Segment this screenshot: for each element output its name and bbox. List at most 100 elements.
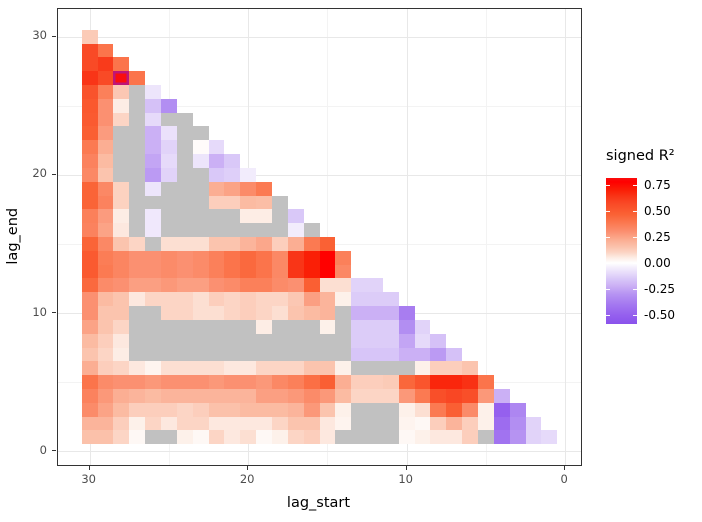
- heatmap-tile-na: [129, 334, 145, 348]
- heatmap-tile-na: [240, 223, 256, 237]
- legend-tick-mark: [606, 237, 610, 238]
- legend-tick-mark: [633, 289, 637, 290]
- heatmap-tile-na: [129, 99, 145, 113]
- heatmap-tile: [98, 223, 113, 237]
- heatmap-tile-na: [177, 209, 193, 223]
- heatmap-tile-na: [145, 306, 161, 320]
- heatmap-tile: [209, 265, 224, 278]
- heatmap-tile: [209, 375, 224, 389]
- heatmap-tile: [320, 389, 335, 403]
- heatmap-tile: [351, 334, 367, 348]
- heatmap-tile: [304, 375, 320, 389]
- heatmap-tile: [113, 265, 129, 278]
- heatmap-tile: [320, 278, 335, 292]
- heatmap-tile-na: [129, 320, 145, 334]
- heatmap-tile-na: [129, 223, 145, 237]
- heatmap-tile-na: [177, 348, 193, 361]
- heatmap-tile: [430, 348, 446, 361]
- heatmap-tile: [383, 334, 399, 348]
- heatmap-tile: [240, 237, 256, 251]
- heatmap-tile-na: [288, 334, 304, 348]
- heatmap-tile-na: [161, 196, 177, 209]
- heatmap-tile: [383, 292, 399, 306]
- heatmap-tile: [383, 375, 399, 389]
- heatmap-tile: [224, 196, 240, 209]
- heatmap-tile: [209, 417, 224, 430]
- heatmap-tile-na: [193, 182, 209, 196]
- heatmap-tile: [145, 403, 161, 417]
- heatmap-tile: [98, 361, 113, 375]
- heatmap-tile: [113, 417, 129, 430]
- heatmap-tile: [272, 237, 288, 251]
- heatmap-tile: [399, 306, 415, 320]
- heatmap-tile: [161, 306, 177, 320]
- heatmap-tile: [240, 278, 256, 292]
- heatmap-tile-na: [177, 168, 193, 182]
- heatmap-tile: [399, 403, 415, 417]
- heatmap-tile: [304, 403, 320, 417]
- heatmap-tile-na: [161, 113, 177, 126]
- heatmap-tile: [272, 251, 288, 265]
- heatmap-tile: [98, 85, 113, 99]
- heatmap-tile: [446, 417, 462, 430]
- heatmap-tile: [177, 306, 193, 320]
- heatmap-tile: [113, 113, 129, 126]
- heatmap-tile-na: [129, 140, 145, 154]
- heatmap-tile-na: [145, 430, 161, 444]
- heatmap-tile-na: [129, 209, 145, 223]
- heatmap-tile: [145, 251, 161, 265]
- heatmap-tile: [510, 430, 526, 444]
- heatmap-tile: [526, 417, 541, 430]
- heatmap-tile-na: [145, 237, 161, 251]
- x-tick-label: 30: [81, 472, 96, 486]
- legend-colorbar: [606, 178, 637, 324]
- legend-tick-label: 0.00: [644, 256, 671, 270]
- heatmap-tile-na: [351, 403, 367, 417]
- heatmap-tile: [145, 265, 161, 278]
- heatmap-tile: [98, 44, 113, 57]
- heatmap-tile: [113, 403, 129, 417]
- heatmap-tile-na: [193, 209, 209, 223]
- heatmap-tile-na: [209, 348, 224, 361]
- heatmap-tile: [320, 361, 335, 375]
- legend-title: signed R²: [606, 148, 675, 164]
- heatmap-tile-na: [193, 334, 209, 348]
- heatmap-tile: [82, 154, 98, 168]
- heatmap-tile: [367, 389, 383, 403]
- heatmap-tile-na: [129, 85, 145, 99]
- heatmap-tile: [415, 320, 430, 334]
- heatmap-tile: [320, 306, 335, 320]
- heatmap-tile: [82, 265, 98, 278]
- gridline-x-minor: [486, 9, 487, 465]
- heatmap-tile: [224, 375, 240, 389]
- heatmap-tile: [177, 389, 193, 403]
- heatmap-tile: [193, 403, 209, 417]
- heatmap-tile: [320, 403, 335, 417]
- heatmap-tile-na: [272, 334, 288, 348]
- heatmap-tile-na: [145, 334, 161, 348]
- heatmap-tile: [98, 154, 113, 168]
- heatmap-tile: [335, 265, 351, 278]
- heatmap-tile-na: [351, 361, 367, 375]
- heatmap-tile: [113, 237, 129, 251]
- heatmap-tile: [209, 182, 224, 196]
- legend-tick-mark: [633, 263, 637, 264]
- heatmap-tile: [383, 306, 399, 320]
- heatmap-tile-na: [177, 154, 193, 168]
- gridline-y-major: [58, 175, 581, 176]
- heatmap-tile: [161, 126, 177, 140]
- heatmap-tile-na: [209, 209, 224, 223]
- heatmap-tile: [430, 389, 446, 403]
- heatmap-tile: [399, 320, 415, 334]
- heatmap-tile: [415, 361, 430, 375]
- heatmap-tile: [240, 265, 256, 278]
- heatmap-tile: [129, 375, 145, 389]
- heatmap-tile: [209, 306, 224, 320]
- heatmap-tile-na: [193, 348, 209, 361]
- heatmap-tile: [462, 403, 478, 417]
- heatmap-tile: [82, 306, 98, 320]
- heatmap-tile: [224, 278, 240, 292]
- heatmap-tile: [240, 292, 256, 306]
- gridline-x-major: [407, 9, 408, 465]
- heatmap-tile: [304, 251, 320, 265]
